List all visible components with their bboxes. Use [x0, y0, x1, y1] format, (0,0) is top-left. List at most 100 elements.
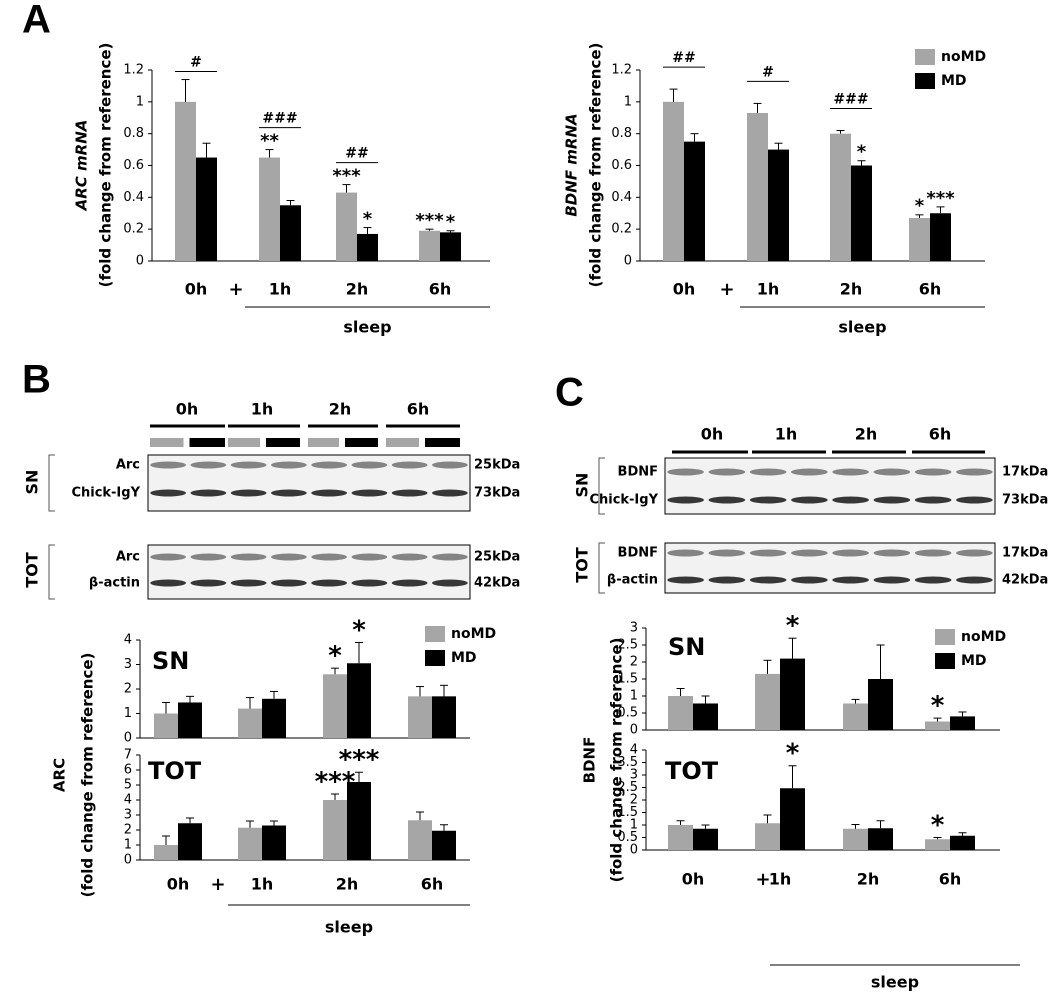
y-tick-label: 1.5 [617, 672, 638, 687]
legend-swatch [425, 626, 445, 642]
lane-key [189, 438, 225, 447]
timepoint-label: 1h [251, 400, 274, 419]
y-axis-label: BDNF mRNA [563, 113, 581, 216]
blot-band [708, 576, 746, 584]
blot-band [873, 549, 911, 557]
y-axis-label: ARC mRNA [73, 120, 91, 212]
y-tick-label: 0.5 [617, 706, 638, 721]
significance-star: * [446, 212, 456, 233]
separator: + [719, 279, 734, 300]
group-label: sleep [343, 318, 391, 337]
blot-bracket [598, 457, 605, 515]
chart-title: TOT [665, 757, 719, 785]
blot-band [351, 553, 388, 561]
blot-band [391, 579, 428, 587]
blot-band [190, 489, 227, 497]
blot-band [270, 553, 307, 561]
blot-band [791, 549, 828, 557]
blot-band [832, 576, 869, 584]
blot-band [914, 496, 952, 504]
bar [755, 673, 780, 730]
protein-label: β-actin [89, 576, 140, 591]
blot-band [873, 496, 911, 504]
significance-star: *** [415, 210, 444, 231]
y-tick-label: 2.5 [617, 638, 638, 653]
blot-band [914, 468, 952, 476]
protein-label: Chick-IgY [71, 486, 140, 501]
significance-star: *** [926, 188, 955, 209]
bar [668, 696, 693, 730]
blot-band [667, 468, 704, 476]
blot-band [391, 461, 428, 469]
blot-band [190, 461, 227, 469]
y-tick-label: 1.2 [123, 63, 144, 78]
y-tick-label: 3 [630, 621, 638, 636]
bar [178, 702, 202, 738]
x-tick-label: 1h [269, 280, 292, 299]
y-tick-label: 1 [630, 818, 638, 833]
chart-title: SN [152, 647, 189, 675]
blot-band [230, 579, 267, 587]
bar [693, 828, 718, 850]
bar [347, 663, 371, 738]
bar [154, 713, 178, 738]
y-tick-label: 3 [630, 768, 638, 783]
significance-star: *** [332, 166, 361, 187]
comparison-label: ### [833, 91, 868, 107]
blot-band [391, 553, 428, 561]
significance-star: *** [339, 745, 380, 775]
blot-band [749, 468, 787, 476]
y-axis-label: (fold change from reference) [587, 43, 605, 288]
bar [950, 835, 975, 850]
timepoint-label: 2h [329, 400, 352, 419]
blot-band [150, 461, 187, 469]
legend-label: noMD [961, 629, 1006, 645]
blot-group-label: TOT [573, 547, 592, 583]
separator: + [755, 869, 770, 890]
x-tick-label: 0h [185, 280, 208, 299]
x-tick-label: 1h [251, 875, 274, 894]
y-axis-label: (fold change from reference) [97, 43, 115, 288]
bar [357, 233, 378, 261]
blot-image [664, 457, 996, 515]
blot-band [791, 576, 828, 584]
bar [668, 825, 693, 850]
blot-bracket [48, 454, 55, 512]
lane-key [308, 438, 339, 447]
bar [909, 218, 930, 261]
legend-swatch [915, 73, 935, 89]
protein-label: BDNF [618, 546, 658, 561]
protein-label: Chick-IgY [589, 493, 658, 508]
blot-band [270, 489, 307, 497]
bar [755, 823, 780, 850]
blot-band [749, 496, 787, 504]
bar [196, 157, 217, 261]
blot-band [956, 468, 993, 476]
legend-label: MD [451, 650, 477, 666]
legend-label: noMD [941, 49, 986, 65]
blot-band [431, 461, 468, 469]
bar [830, 133, 851, 261]
blot-band [708, 496, 746, 504]
chart-title: TOT [148, 757, 202, 785]
bar [408, 820, 432, 860]
bar [432, 830, 456, 860]
y-tick-label: 0 [124, 853, 132, 868]
blot-band [914, 576, 952, 584]
blot-band [832, 549, 869, 557]
protein-label: Arc [116, 550, 140, 565]
significance-star: ** [260, 130, 279, 151]
blot-image [147, 544, 471, 600]
y-tick-label: 0 [136, 254, 144, 269]
size-label: 25kDa [474, 550, 520, 565]
timepoint-label: 2h [855, 425, 878, 444]
y-tick-label: 1.5 [617, 805, 638, 820]
y-tick-label: 0.6 [123, 158, 144, 173]
y-tick-label: 3.5 [617, 755, 638, 770]
y-axis-label: ARC [51, 758, 69, 792]
lane-key [386, 438, 419, 447]
blot-band [431, 579, 468, 587]
y-tick-label: 1 [124, 838, 132, 853]
y-tick-label: 0 [630, 843, 638, 858]
y-tick-label: 0.5 [617, 830, 638, 845]
